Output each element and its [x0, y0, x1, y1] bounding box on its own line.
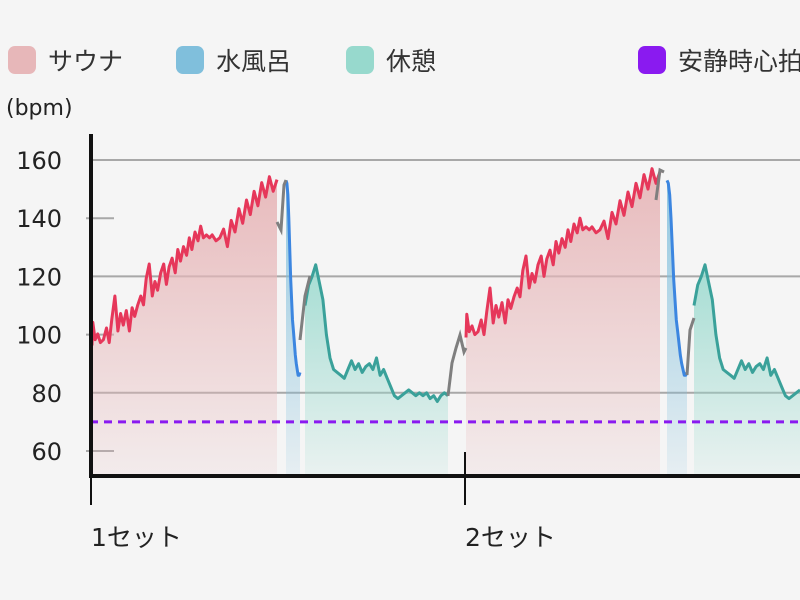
x-tick-label: 1セット [91, 523, 182, 552]
transition-line [275, 179, 288, 236]
transition-line [298, 275, 312, 341]
y-tick-label: 80 [31, 380, 62, 408]
y-axis-unit: (bpm) [6, 96, 73, 121]
series-lines [90, 167, 800, 424]
area-rest-set-2 [694, 264, 800, 476]
y-tick-label: 60 [31, 438, 62, 466]
legend-item-sauna[interactable]: サウナ [8, 42, 123, 78]
y-tick-label: 140 [16, 205, 62, 233]
area-sauna-set-2 [466, 168, 660, 476]
x-tick-label: 2セット [465, 523, 556, 552]
transition-line [685, 317, 696, 376]
line-cold-set-2 [665, 179, 689, 377]
legend-swatch-cold-bath [176, 46, 204, 74]
transition-line [446, 329, 468, 397]
legend-label-resting-hr: 安静時心拍 [678, 47, 800, 76]
legend-label-sauna: サウナ [48, 47, 124, 76]
legend-label-rest: 休憩 [386, 47, 437, 76]
line-rest-set-2 [692, 263, 800, 401]
y-tick-label: 120 [16, 263, 62, 291]
line-rest-set-1 [303, 263, 449, 403]
transition-line [654, 167, 665, 201]
legend-swatch-resting-hr [638, 46, 666, 74]
line-sauna-set-1 [90, 175, 279, 346]
line-cold-set-1 [284, 179, 302, 377]
legend-swatch-sauna [8, 46, 36, 74]
legend-label-cold-bath: 水風呂 [216, 47, 292, 76]
y-tick-label: 100 [16, 322, 62, 350]
legend-item-cold-bath[interactable]: 水風呂 [176, 42, 291, 78]
legend-item-rest[interactable]: 休憩 [346, 42, 436, 78]
area-rest-set-1 [305, 264, 448, 476]
y-tick-label: 160 [16, 147, 62, 175]
area-sauna-set-1 [92, 176, 277, 476]
line-sauna-set-2 [464, 167, 662, 338]
legend-swatch-rest [346, 46, 374, 74]
legend: サウナ 水風呂 休憩 安静時心拍 [0, 38, 800, 78]
axes: 60 80 100 120 140 160 1セット 2セット [16, 134, 800, 552]
legend-item-resting-hr[interactable]: 安静時心拍 [638, 42, 800, 78]
